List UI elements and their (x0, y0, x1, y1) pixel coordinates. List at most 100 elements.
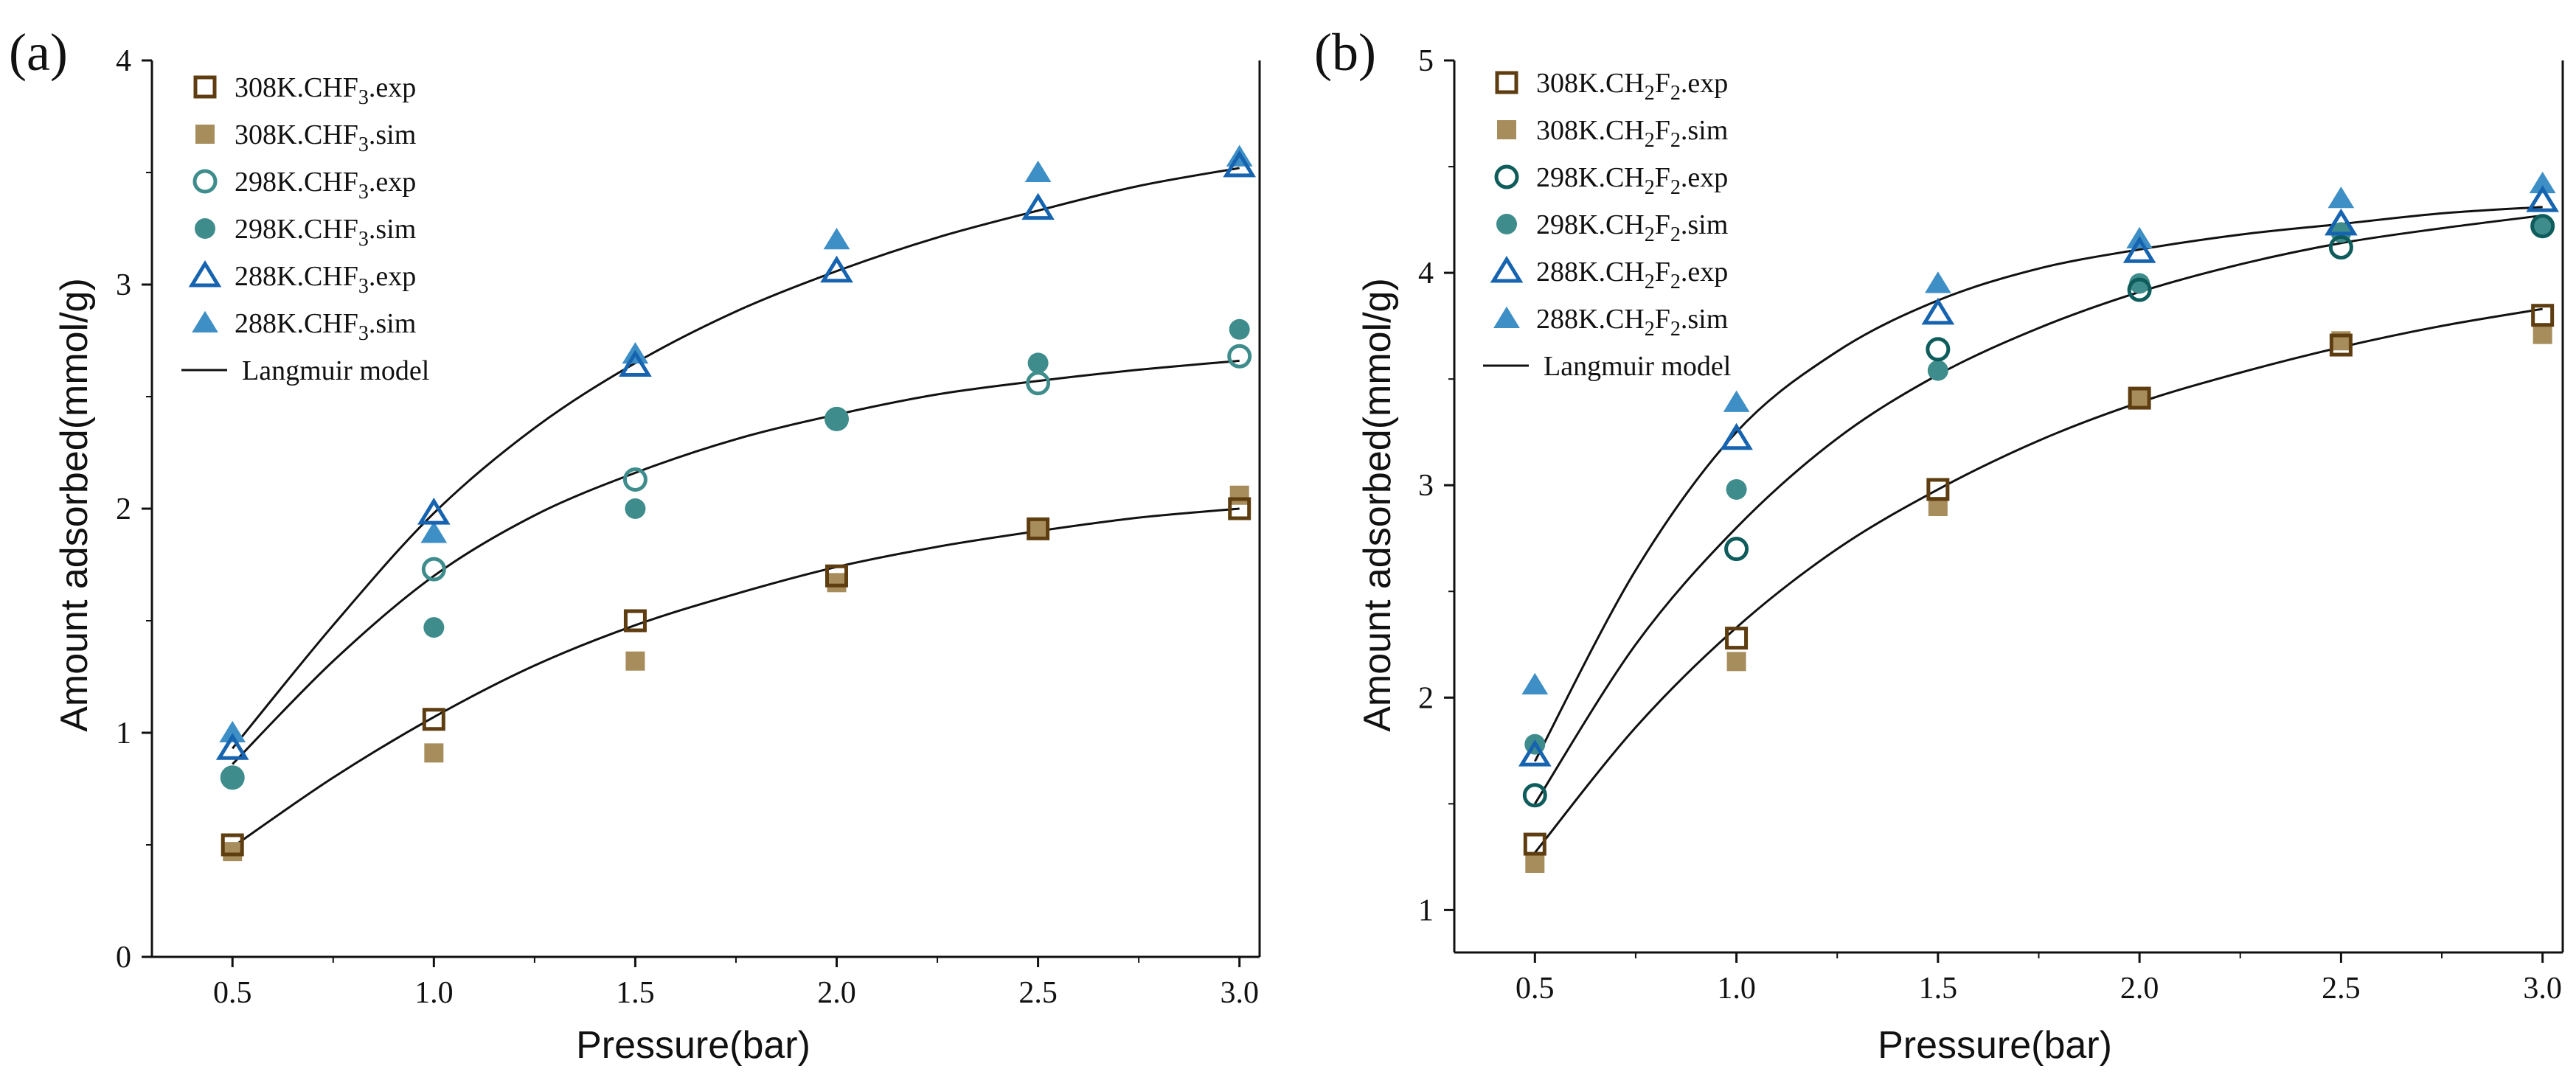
legend-label-part: 2 (1670, 318, 1681, 341)
panel-a-point-square-filled (424, 743, 444, 763)
panel-b-y-tick-label: 3 (1418, 469, 1434, 503)
panel-b-point-circle-open (1522, 783, 1547, 808)
panel-a-legend-marker (195, 125, 215, 144)
legend-label-part: 3 (358, 133, 369, 156)
panel-b-langmuir-curve (1534, 307, 2543, 854)
panel-b-legend-marker (1496, 214, 1517, 234)
legend-label-part: .exp (1681, 162, 1728, 193)
legend-label-main: 308K.CHF (235, 119, 358, 150)
panel-a-legend-marker (188, 259, 222, 288)
legend-label-part: .sim (369, 308, 416, 339)
panel-a-x-tick-label: 3.0 (1220, 976, 1259, 1010)
panel-a-legend: 308K.CHF3.exp308K.CHF3.sim298K.CHF3.exp2… (181, 72, 429, 386)
panel-a-x-tick-label: 2.0 (817, 976, 856, 1010)
panel-b-x-axis-title: Pressure(bar) (1878, 1024, 2112, 1067)
panel-a-point-circle-filled (423, 617, 445, 638)
panel-a-point-square-open (221, 833, 244, 857)
panel-a-point-square-filled (1028, 519, 1048, 539)
legend-label-part: 2 (1645, 223, 1655, 246)
panel-b-point-triangle-filled (2327, 187, 2355, 209)
panel-b-legend-marker (1497, 120, 1516, 139)
panel-a-point-circle-open (421, 557, 446, 582)
panel-b-point-square-open (2128, 386, 2151, 410)
legend-label-part: 2 (1670, 129, 1681, 152)
legend-label-part: F (1655, 209, 1670, 240)
legend-label-main: 308K.CHF (235, 72, 358, 103)
panel-a-label: (a) (9, 23, 68, 82)
panel-b-plot-area: 0.5 1.0 1.5 2.0 2.5 3.0 1 2 3 4 5 (1418, 44, 2564, 1006)
panel-b-point-triangle-open (1720, 422, 1753, 450)
panel-b-point-circle-filled (2129, 273, 2150, 294)
legend-label-part: .sim (369, 214, 416, 245)
panel-a-langmuir-curve (232, 167, 1240, 750)
panel-a-langmuir-curve (232, 507, 1240, 849)
panel-a-point-circle-open (1026, 371, 1051, 396)
panel-a-point-circle-filled (222, 767, 243, 788)
panel-b-y-tick-label: 5 (1418, 44, 1434, 78)
panel-b-point-circle-filled (2532, 215, 2553, 237)
panel-b-point-triangle-open (2122, 236, 2156, 263)
legend-label-part: F (1655, 257, 1670, 288)
legend-label-part: 3 (358, 86, 369, 109)
panel-a-x-tick-label: 0.5 (213, 976, 252, 1010)
legend-label-main: 298K.CHF (235, 167, 358, 198)
panel-b-point-circle-open (2530, 214, 2555, 239)
legend-label-main: 308K.CH (1536, 115, 1645, 146)
panel-b: (b) Pressure(bar) Amount adsorbed(mmol/g… (1314, 23, 2564, 1067)
panel-b-legend: 308K.CH2F2.exp308K.CH2F2.sim298K.CH2F2.e… (1483, 68, 1731, 382)
panel-b-point-square-open (1926, 478, 1950, 501)
legend-label-part: .exp (369, 167, 416, 198)
panel-a-y-tick-label: 4 (116, 44, 131, 78)
panel-b-point-square-open (1523, 832, 1546, 856)
legend-label-part: 2 (1670, 271, 1681, 293)
panel-b-legend-label: 308K.CH2F2.sim (1536, 115, 1728, 152)
panel-a-point-square-open (623, 609, 647, 633)
panel-a-legend-marker (192, 310, 218, 332)
panel-a-x-tick-label: 1.0 (414, 976, 454, 1010)
panel-b-legend-marker (1494, 164, 1519, 189)
panel-a-point-square-filled (1229, 485, 1249, 505)
panel-a-point-circle-filled (1027, 352, 1049, 374)
legend-label-main: 288K.CHF (235, 261, 358, 292)
panel-b-legend-label: 298K.CH2F2.sim (1536, 209, 1728, 246)
legend-label-part: 2 (1645, 271, 1655, 293)
legend-label-main: 308K.CH (1536, 68, 1645, 99)
panel-b-y-tick-label: 2 (1418, 681, 1434, 715)
legend-label-main: 298K.CHF (235, 214, 358, 245)
panel-a-point-triangle-filled (420, 521, 448, 543)
panel-a-x-tick-label: 2.5 (1018, 976, 1058, 1010)
legend-label-part: 2 (1670, 82, 1681, 105)
legend-label-part: 2 (1670, 223, 1681, 246)
panel-a-point-triangle-open (619, 349, 652, 377)
panel-b-x-tick-label: 1.0 (1717, 972, 1756, 1006)
panel-a-legend-marker (192, 169, 218, 194)
panel-a-point-triangle-open (215, 733, 249, 760)
panel-b-point-triangle-filled (2529, 171, 2556, 194)
panel-a-plot-area: 0.5 1.0 1.5 2.0 2.5 3.0 0 1 2 3 4 (116, 44, 1261, 1010)
panel-b-point-triangle-filled (1924, 271, 1951, 293)
panel-a-langmuir-curve (232, 359, 1240, 765)
panel-b-point-triangle-open (1518, 739, 1552, 767)
panel-b-point-triangle-filled (1723, 390, 1750, 412)
panel-b-x-tick-label: 2.5 (2322, 972, 2361, 1006)
panel-a-y-axis-title: Amount adsorbed(mmol/g) (53, 278, 96, 732)
panel-a-point-square-open (1228, 497, 1251, 520)
panel-b-point-circle-open (2328, 235, 2353, 260)
panel-b-legend-label: 298K.CH2F2.exp (1536, 162, 1728, 199)
panel-a-legend-marker (193, 75, 217, 99)
panel-a-point-circle-open (220, 765, 245, 790)
panel-b-point-triangle-open (1921, 297, 1955, 325)
legend-label-main: 298K.CH (1536, 209, 1645, 240)
panel-b-point-triangle-open (2325, 208, 2358, 236)
panel-b-point-circle-open (1926, 337, 1951, 362)
panel-b-y-axis-title: Amount adsorbed(mmol/g) (1356, 278, 1399, 732)
panel-b-point-circle-open (2127, 277, 2152, 302)
panel-b-point-square-filled (1726, 652, 1746, 672)
panel-a-point-square-open (825, 564, 849, 588)
panel-b-langmuir-curve (1533, 206, 2543, 762)
panel-a-y-tick-label: 0 (116, 941, 131, 975)
panel-a: (a) Pressure(bar) Amount adsorbed(mmol/g… (9, 23, 1261, 1067)
panel-b-x-tick-label: 1.5 (1919, 972, 1958, 1006)
legend-label-part: 2 (1645, 82, 1655, 105)
